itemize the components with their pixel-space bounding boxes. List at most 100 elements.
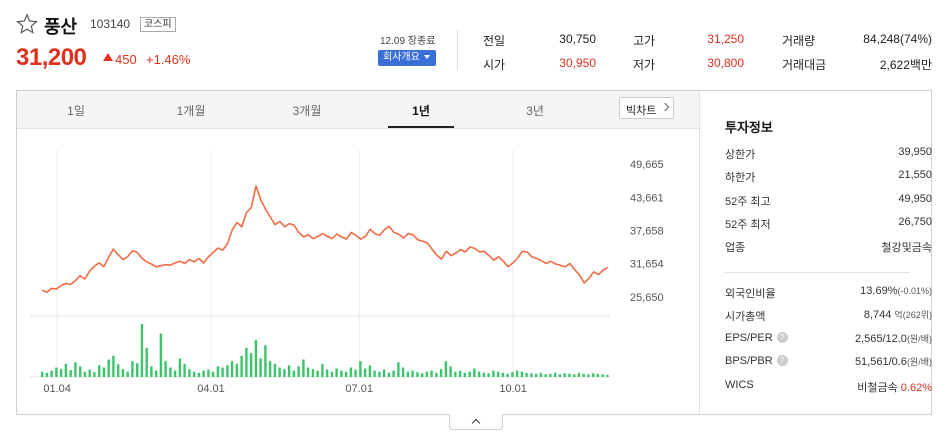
volume-bar — [378, 371, 381, 377]
y-tick-label: 49,665 — [630, 159, 664, 171]
tab-3m[interactable]: 3개월 — [292, 104, 322, 118]
up-triangle-icon — [103, 53, 113, 61]
volume-bar — [340, 370, 343, 377]
week52-low-value: 26,750 — [898, 216, 932, 228]
wics-value[interactable]: 비철금속 0.62% — [857, 382, 932, 394]
week52-high-label: 52주 최고 — [725, 196, 771, 208]
industry-value[interactable]: 철강및금속 — [881, 242, 932, 254]
volume-bar — [482, 372, 486, 377]
high-label: 고가 — [633, 34, 656, 48]
volume-bar — [88, 369, 91, 377]
volume-bar — [321, 363, 324, 378]
volume-bar — [354, 369, 357, 377]
volume-bar — [302, 359, 305, 377]
volume-bar — [216, 366, 220, 377]
chevron-up-icon — [471, 418, 481, 428]
price-chart[interactable]: 49,665 43,661 37,658 31,654 25,650 01.04 04.01… — [30, 140, 690, 400]
volume-bar — [235, 363, 239, 378]
volume-bar — [411, 370, 414, 377]
volume-bar — [117, 364, 120, 377]
active-tab-indicator — [388, 126, 454, 128]
bps-pbr-value: 51,561/0.6(원/배) — [854, 356, 932, 368]
tab-3y[interactable]: 3년 — [526, 104, 544, 118]
volume-bar — [240, 355, 243, 377]
volume-bar — [520, 371, 524, 377]
volume-bar — [221, 367, 224, 377]
stock-name: 풍산 — [44, 17, 78, 37]
volume-bar — [102, 367, 106, 377]
volume-bar — [449, 366, 452, 377]
volume-bar — [487, 373, 490, 377]
volume-bar — [363, 368, 367, 377]
lower-limit-value: 21,550 — [898, 169, 932, 181]
volume-bar — [306, 367, 310, 377]
volume-bar — [606, 374, 609, 377]
upper-limit-value: 39,950 — [898, 146, 932, 158]
chevron-right-icon — [660, 102, 670, 112]
x-tick-label: 10.01 — [499, 383, 527, 395]
volume-bar — [387, 372, 391, 377]
help-icon[interactable]: ? — [776, 332, 788, 343]
prev-close-value: 30,750 — [559, 32, 596, 46]
volume-bar — [397, 362, 400, 377]
y-tick-label: 37,658 — [630, 225, 664, 237]
volume-bar — [563, 373, 566, 377]
collapse-button[interactable] — [449, 414, 503, 430]
market-cap-value: 8,744 억(262위) — [863, 309, 932, 321]
volume-bar — [93, 372, 96, 377]
company-overview-button[interactable]: 회사개요 — [378, 50, 436, 66]
volume-bar — [159, 333, 163, 377]
volume-bar — [145, 347, 148, 377]
volume-bar — [496, 371, 500, 377]
volume-bar — [273, 363, 277, 378]
tab-1y[interactable]: 1년 — [412, 104, 430, 118]
volume-bar — [297, 366, 300, 377]
foreign-ratio-label: 외국인비율 — [725, 288, 776, 300]
divider — [699, 91, 700, 414]
volume-bar — [425, 371, 429, 377]
x-tick-label: 07.01 — [345, 383, 373, 395]
volume-bar — [188, 369, 191, 377]
volume-bar — [64, 363, 68, 378]
volume-bar — [601, 374, 604, 377]
bps-pbr-label: BPS/PBR? — [725, 355, 788, 367]
volume-label: 거래량 — [782, 34, 816, 48]
y-tick-label: 31,654 — [630, 259, 664, 271]
volume-bar — [287, 365, 291, 377]
stock-code: 103140 — [90, 17, 131, 31]
volume-bar — [430, 370, 433, 377]
market-status: 12.09 장종료 — [380, 36, 436, 47]
volume-bar — [359, 361, 362, 377]
volume-bar — [573, 374, 576, 377]
volume-bar — [79, 366, 82, 377]
upper-limit-label: 상한가 — [725, 149, 756, 161]
tab-1d[interactable]: 1일 — [67, 104, 85, 118]
low-value: 30,800 — [707, 56, 744, 70]
star-icon[interactable] — [16, 13, 38, 35]
market-badge: 코스피 — [140, 17, 176, 32]
volume-bar — [74, 362, 77, 377]
volume-bar — [140, 324, 144, 377]
volume-bar — [577, 372, 581, 377]
volume-bar — [330, 371, 334, 377]
volume-bar — [506, 373, 509, 377]
big-chart-button[interactable]: 빅차트 — [619, 97, 674, 119]
help-icon[interactable]: ? — [776, 355, 788, 366]
volume-bar — [192, 371, 196, 377]
volume-bar — [401, 367, 405, 377]
volume-bar — [477, 371, 481, 377]
eps-per-label: EPS/PER? — [725, 332, 788, 344]
divider — [725, 272, 910, 273]
volume-bar — [349, 367, 353, 377]
volume-bar — [368, 365, 372, 377]
tab-1m[interactable]: 1개월 — [176, 104, 206, 118]
big-chart-label: 빅차트 — [626, 105, 657, 117]
volume-bar — [515, 370, 519, 377]
volume-bar — [435, 372, 438, 377]
y-tick-label: 25,650 — [630, 292, 664, 304]
volume-bar — [592, 373, 595, 377]
volume-bar — [473, 368, 476, 377]
volume-bar — [211, 371, 215, 377]
volume-bar — [316, 370, 319, 377]
volume-bar — [259, 358, 262, 377]
